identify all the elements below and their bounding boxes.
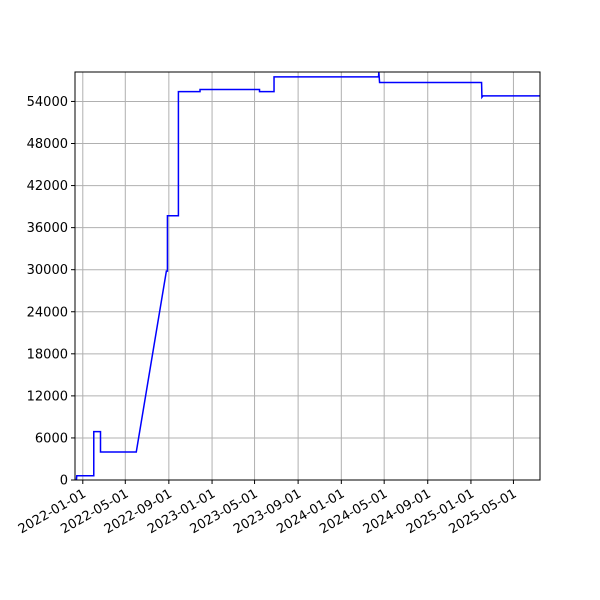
y-tick-label: 18000 [27, 347, 68, 362]
y-tick-label: 0 [60, 474, 68, 489]
y-axis-ticks: 0 6000 12000 18000 24000 30000 36000 42000 48000… [27, 95, 75, 489]
y-tick-label: 54000 [27, 95, 68, 110]
y-tick-label: 6000 [35, 431, 68, 446]
y-tick-label: 30000 [27, 263, 68, 278]
y-tick-label: 36000 [27, 221, 68, 236]
axes-frame [74, 71, 541, 481]
y-tick-label: 42000 [27, 179, 68, 194]
y-tick-label: 12000 [27, 389, 68, 404]
y-tick-label: 24000 [27, 305, 68, 320]
y-tick-label: 48000 [27, 137, 68, 152]
plot-area [75, 71, 540, 481]
series-line [75, 71, 540, 481]
grid [75, 72, 540, 481]
